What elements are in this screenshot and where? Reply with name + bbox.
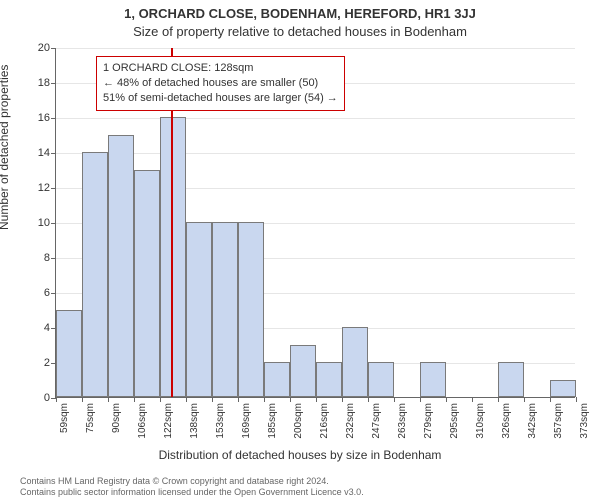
ytick-mark [51, 258, 56, 259]
attribution-footer: Contains HM Land Registry data © Crown c… [20, 476, 364, 499]
callout-line3: 51% of semi-detached houses are larger (… [103, 91, 338, 106]
xtick-label: 279sqm [423, 403, 434, 439]
gridline-h [56, 48, 575, 49]
xtick-label: 310sqm [475, 403, 486, 439]
xtick-label: 232sqm [345, 403, 356, 439]
ytick-mark [51, 293, 56, 294]
footer-line1: Contains HM Land Registry data © Crown c… [20, 476, 364, 487]
histogram-bar [108, 135, 134, 398]
xtick-label: 247sqm [371, 403, 382, 439]
xtick-label: 75sqm [85, 403, 96, 433]
histogram-bar [342, 327, 368, 397]
histogram-bar [420, 362, 446, 397]
xtick-mark [446, 397, 447, 402]
xtick-label: 373sqm [579, 403, 590, 439]
xtick-mark [342, 397, 343, 402]
ytick-mark [51, 223, 56, 224]
xtick-label: 357sqm [553, 403, 564, 439]
ytick-label: 12 [38, 182, 50, 194]
ytick-mark [51, 118, 56, 119]
xtick-mark [264, 397, 265, 402]
xtick-mark [56, 397, 57, 402]
ytick-label: 20 [38, 42, 50, 54]
xtick-label: 90sqm [111, 403, 122, 433]
x-axis-label: Distribution of detached houses by size … [0, 448, 600, 462]
ytick-label: 16 [38, 112, 50, 124]
xtick-label: 326sqm [501, 403, 512, 439]
histogram-bar [238, 222, 264, 397]
chart-subtitle: Size of property relative to detached ho… [0, 24, 600, 39]
xtick-label: 106sqm [137, 403, 148, 439]
histogram-bar [498, 362, 524, 397]
xtick-mark [420, 397, 421, 402]
ytick-label: 18 [38, 77, 50, 89]
histogram-bar [212, 222, 238, 397]
xtick-label: 295sqm [449, 403, 460, 439]
xtick-mark [316, 397, 317, 402]
callout-line1: 1 ORCHARD CLOSE: 128sqm [103, 61, 338, 76]
ytick-label: 2 [44, 357, 50, 369]
xtick-mark [186, 397, 187, 402]
xtick-mark [524, 397, 525, 402]
histogram-bar [82, 152, 108, 397]
histogram-bar [316, 362, 342, 397]
gridline-h [56, 118, 575, 119]
y-axis-label: Number of detached properties [0, 65, 11, 230]
xtick-label: 185sqm [267, 403, 278, 439]
xtick-mark [498, 397, 499, 402]
xtick-mark [82, 397, 83, 402]
ytick-label: 6 [44, 287, 50, 299]
ytick-label: 0 [44, 392, 50, 404]
xtick-mark [212, 397, 213, 402]
xtick-mark [394, 397, 395, 402]
xtick-mark [576, 397, 577, 402]
ytick-mark [51, 48, 56, 49]
ytick-mark [51, 83, 56, 84]
ytick-label: 8 [44, 252, 50, 264]
xtick-label: 263sqm [397, 403, 408, 439]
histogram-bar [290, 345, 316, 398]
ytick-mark [51, 153, 56, 154]
histogram-bar [264, 362, 290, 397]
ytick-label: 4 [44, 322, 50, 334]
xtick-label: 342sqm [527, 403, 538, 439]
xtick-mark [160, 397, 161, 402]
xtick-label: 153sqm [215, 403, 226, 439]
chart-title-line1: 1, ORCHARD CLOSE, BODENHAM, HEREFORD, HR… [0, 6, 600, 21]
xtick-label: 59sqm [59, 403, 70, 433]
ytick-label: 10 [38, 217, 50, 229]
xtick-mark [134, 397, 135, 402]
histogram-bar [56, 310, 82, 398]
footer-line2: Contains public sector information licen… [20, 487, 364, 498]
xtick-label: 138sqm [189, 403, 200, 439]
xtick-mark [550, 397, 551, 402]
xtick-mark [472, 397, 473, 402]
xtick-label: 122sqm [163, 403, 174, 439]
xtick-mark [290, 397, 291, 402]
callout-box: 1 ORCHARD CLOSE: 128sqm← 48% of detached… [96, 56, 345, 111]
xtick-label: 169sqm [241, 403, 252, 439]
histogram-bar [186, 222, 212, 397]
xtick-label: 200sqm [293, 403, 304, 439]
ytick-mark [51, 188, 56, 189]
histogram-bar [368, 362, 394, 397]
histogram-bar [134, 170, 160, 398]
callout-line2: ← 48% of detached houses are smaller (50… [103, 76, 338, 91]
xtick-mark [368, 397, 369, 402]
xtick-label: 216sqm [319, 403, 330, 439]
ytick-label: 14 [38, 147, 50, 159]
histogram-bar [550, 380, 576, 398]
xtick-mark [108, 397, 109, 402]
xtick-mark [238, 397, 239, 402]
plot-area: 0246810121416182059sqm75sqm90sqm106sqm12… [55, 48, 575, 398]
